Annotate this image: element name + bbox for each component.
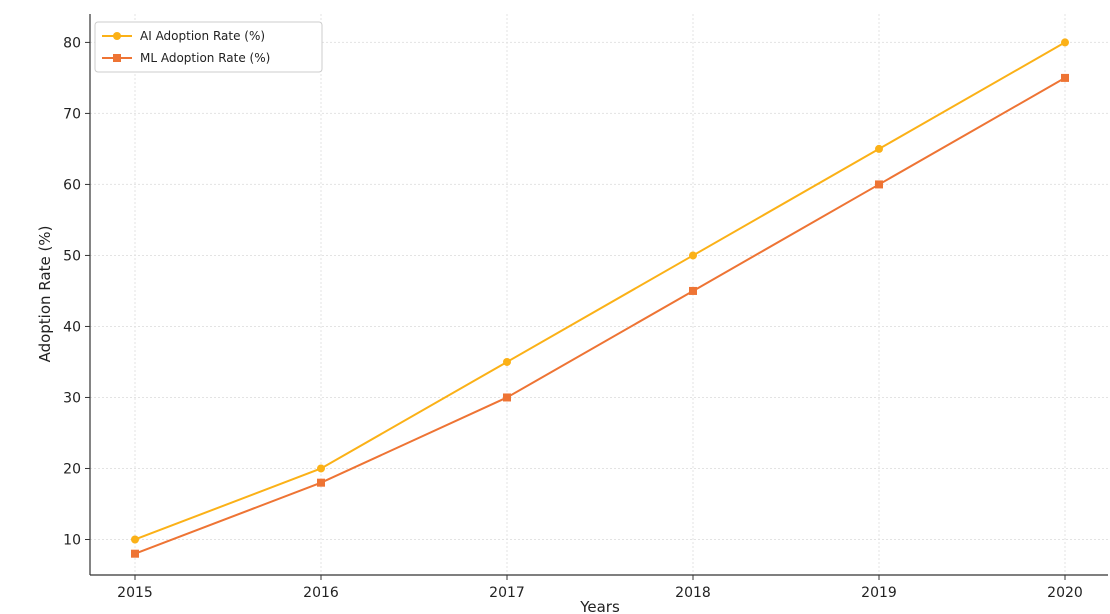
- data-point-ml: [875, 180, 883, 189]
- y-tick-label: 40: [63, 319, 81, 335]
- legend-marker-ai: [113, 32, 121, 40]
- data-point-ai: [689, 251, 697, 260]
- x-tick-label: 2016: [303, 585, 339, 601]
- data-point-ai: [1061, 38, 1069, 47]
- series-line-1: [134, 77, 1066, 555]
- data-point-ai: [131, 535, 139, 544]
- data-point-ml: [503, 393, 511, 402]
- series-line-0: [134, 41, 1066, 541]
- series-group: [131, 38, 1069, 558]
- x-axis-label: Years: [579, 598, 620, 614]
- legend-label-ai: AI Adoption Rate (%): [140, 29, 265, 43]
- grid-lines: [90, 14, 1108, 575]
- data-point-ai: [503, 357, 511, 366]
- y-tick-label: 60: [63, 177, 81, 193]
- y-tick-label: 70: [63, 106, 81, 122]
- x-tick-label: 2018: [675, 585, 711, 601]
- data-point-ml: [131, 549, 139, 558]
- x-tick-label: 2015: [117, 585, 153, 601]
- x-tick-label: 2019: [861, 585, 897, 601]
- y-tick-label: 20: [63, 461, 81, 477]
- legend-marker-ml: [113, 54, 121, 62]
- axes: [85, 14, 1108, 580]
- x-tick-label: 2020: [1047, 585, 1083, 601]
- legend: AI Adoption Rate (%) ML Adoption Rate (%…: [94, 21, 323, 73]
- x-tick-label: 2017: [489, 585, 525, 601]
- y-tick-label: 10: [63, 532, 81, 548]
- y-tick-label: 50: [63, 248, 81, 264]
- data-point-ml: [317, 478, 325, 487]
- data-point-ml: [689, 286, 697, 295]
- y-tick-label: 80: [63, 35, 81, 51]
- data-point-ml: [1061, 73, 1069, 82]
- y-tick-label: 30: [63, 390, 81, 406]
- legend-label-ml: ML Adoption Rate (%): [140, 51, 270, 65]
- data-point-ai: [875, 144, 883, 153]
- tick-labels: 10 20 30 40 50 60 70 80 2015 2016 2017 2018 2019 2020: [63, 35, 1083, 601]
- legend-box: [94, 21, 323, 73]
- data-point-ai: [317, 464, 325, 473]
- y-axis-label: Adoption Rate (%): [36, 226, 54, 363]
